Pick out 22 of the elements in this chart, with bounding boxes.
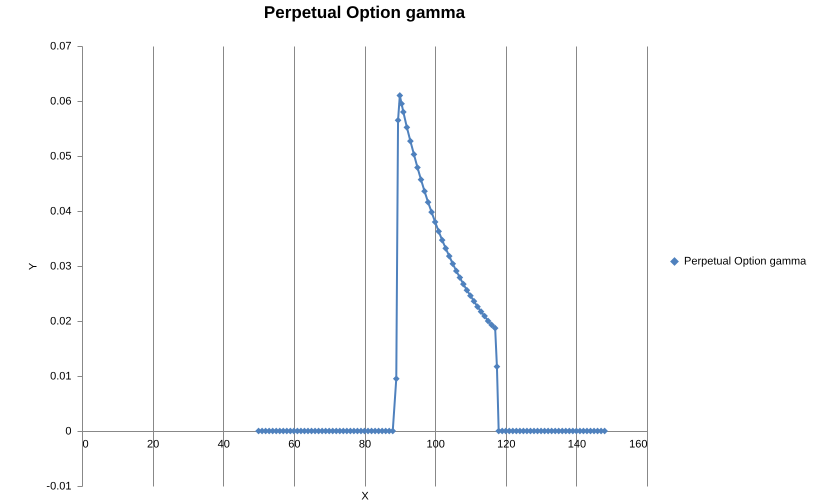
chart-title: Perpetual Option gamma <box>264 3 466 22</box>
x-tick-label: 20 <box>147 438 160 450</box>
x-axis-title: X <box>361 490 370 502</box>
y-tick-label: 0.02 <box>50 316 72 328</box>
x-tick-label: 80 <box>358 438 372 450</box>
x-tick-label: 140 <box>568 438 586 450</box>
x-tick-label: 40 <box>218 438 230 450</box>
legend-label: Perpetual Option gamma <box>684 256 808 268</box>
y-tick-label: 0.05 <box>50 150 72 162</box>
y-tick-label: 0.03 <box>50 260 72 272</box>
y-tick-label: 0.04 <box>50 206 72 218</box>
x-tick-label: 100 <box>426 438 445 450</box>
x-tick-label: 120 <box>497 438 516 450</box>
x-tick-label: 60 <box>288 438 300 450</box>
y-axis-title: Y <box>27 262 40 270</box>
x-tick-label: 160 <box>629 438 648 450</box>
y-tick-label: 0.07 <box>50 40 72 52</box>
y-tick-label: 0.01 <box>50 370 72 382</box>
y-tick-label: -0.01 <box>46 480 72 492</box>
x-tick-label: 0 <box>82 438 89 450</box>
y-tick-label: 0.06 <box>50 96 72 108</box>
y-tick-label: 0 <box>65 426 72 438</box>
